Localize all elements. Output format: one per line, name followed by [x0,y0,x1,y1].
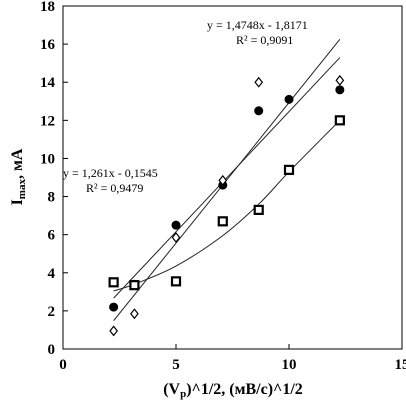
square-point [170,276,182,287]
circle-point [109,302,119,312]
equation-annotation-2: y = 1,261x - 0,1545 [63,166,158,180]
diamond-point [218,174,228,186]
y-tick-label: 18 [40,0,55,15]
x-tick-label: 0 [59,357,67,373]
x-tick-label: 15 [395,357,406,373]
square-point [334,115,345,126]
y-tick-label: 2 [48,304,56,320]
y-tick-label: 8 [48,190,56,206]
square-point [108,277,119,288]
x-axis-label: (Vp)^1/2, (мВ/с)^1/2 [163,381,303,400]
x-tick-label: 10 [282,357,297,373]
y-tick-label: 12 [40,113,55,129]
circle-point [171,220,181,230]
diamond-point [171,232,181,243]
square-point [253,204,264,215]
equation-annotation-1: y = 1,4748x - 1,8171 [207,18,308,32]
diamond-point [130,308,139,320]
y-tick-label: 10 [40,151,55,167]
plot-frame [62,5,403,350]
plot-border [62,5,403,350]
r-squared-annotation-2: R² = 0,9479 [86,181,143,195]
circle-point [284,94,294,104]
circle-point [254,106,264,116]
y-tick-label: 0 [48,342,56,358]
r-squared-annotation-1: R² = 0,9091 [236,33,293,47]
square-point [129,280,140,291]
tick-labels: 0 2 4 6 8 10 12 14 16 18 0 5 10 15 [40,0,406,373]
trendline-curve [113,119,341,292]
diamond-point [109,325,118,337]
x-tick-label: 5 [172,357,180,373]
y-tick-label: 16 [40,37,56,53]
y-tick-label: 6 [48,228,56,244]
square-point [217,216,228,227]
diamond-point [335,74,345,86]
circle-point [335,85,345,95]
tick-marks [62,5,403,350]
data-points [108,74,345,337]
diamond-point [254,76,264,88]
y-tick-label: 4 [48,266,56,282]
y-tick-label: 14 [40,75,56,91]
square-point [283,164,295,175]
trendline-1 [113,57,341,299]
y-axis-label: Imax, мА [9,148,28,205]
